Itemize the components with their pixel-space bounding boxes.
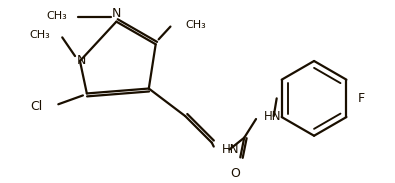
Text: CH₃: CH₃: [185, 20, 206, 30]
Text: CH₃: CH₃: [30, 30, 51, 40]
Text: CH₃: CH₃: [47, 11, 67, 21]
Text: O: O: [230, 167, 240, 180]
Text: N: N: [77, 55, 87, 68]
Text: N: N: [112, 7, 121, 20]
Text: F: F: [357, 92, 365, 105]
Text: Cl: Cl: [30, 100, 43, 113]
Text: HN: HN: [222, 143, 239, 156]
Text: HN: HN: [264, 110, 281, 123]
